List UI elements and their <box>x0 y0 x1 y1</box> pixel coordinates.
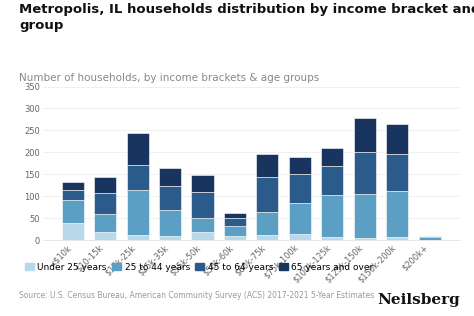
Bar <box>94 193 116 214</box>
Bar <box>127 165 149 190</box>
Text: Neilsberg: Neilsberg <box>377 293 460 307</box>
Bar <box>159 168 181 186</box>
Bar <box>256 235 279 240</box>
Bar <box>256 177 279 212</box>
Bar <box>94 177 116 193</box>
Bar <box>321 148 344 167</box>
Bar <box>321 195 344 237</box>
Bar <box>419 236 441 237</box>
Bar <box>224 218 246 226</box>
Bar <box>159 236 181 240</box>
Bar <box>191 192 214 218</box>
Text: Number of households, by income brackets & age groups: Number of households, by income brackets… <box>19 73 319 83</box>
Bar <box>62 190 84 200</box>
Bar <box>386 124 409 154</box>
Bar <box>127 235 149 240</box>
Bar <box>159 210 181 236</box>
Bar <box>159 186 181 210</box>
Bar <box>127 133 149 165</box>
Bar <box>321 167 344 195</box>
Bar <box>224 236 246 240</box>
Bar <box>62 200 84 222</box>
Bar <box>354 238 376 240</box>
Bar <box>354 118 376 152</box>
Bar <box>289 157 311 174</box>
Bar <box>224 213 246 218</box>
Bar <box>386 154 409 191</box>
Bar <box>386 191 409 237</box>
Bar <box>289 174 311 203</box>
Text: Metropolis, IL households distribution by income bracket and age
group: Metropolis, IL households distribution b… <box>19 3 474 32</box>
Bar <box>127 190 149 235</box>
Bar <box>354 194 376 238</box>
Bar <box>94 214 116 232</box>
Bar <box>289 203 311 234</box>
Text: Source: U.S. Census Bureau, American Community Survey (ACS) 2017-2021 5-Year Est: Source: U.S. Census Bureau, American Com… <box>19 291 374 300</box>
Bar <box>224 226 246 236</box>
Bar <box>191 232 214 240</box>
Bar <box>62 222 84 240</box>
Bar <box>256 154 279 177</box>
Bar <box>191 218 214 232</box>
Bar <box>289 234 311 240</box>
Bar <box>321 237 344 240</box>
Bar <box>419 237 441 240</box>
Bar <box>94 232 116 240</box>
Legend: Under 25 years, 25 to 44 years, 45 to 64 years, 65 years and over: Under 25 years, 25 to 44 years, 45 to 64… <box>21 259 377 275</box>
Bar <box>354 152 376 194</box>
Bar <box>62 182 84 190</box>
Bar <box>386 237 409 240</box>
Bar <box>256 212 279 235</box>
Bar <box>191 175 214 192</box>
